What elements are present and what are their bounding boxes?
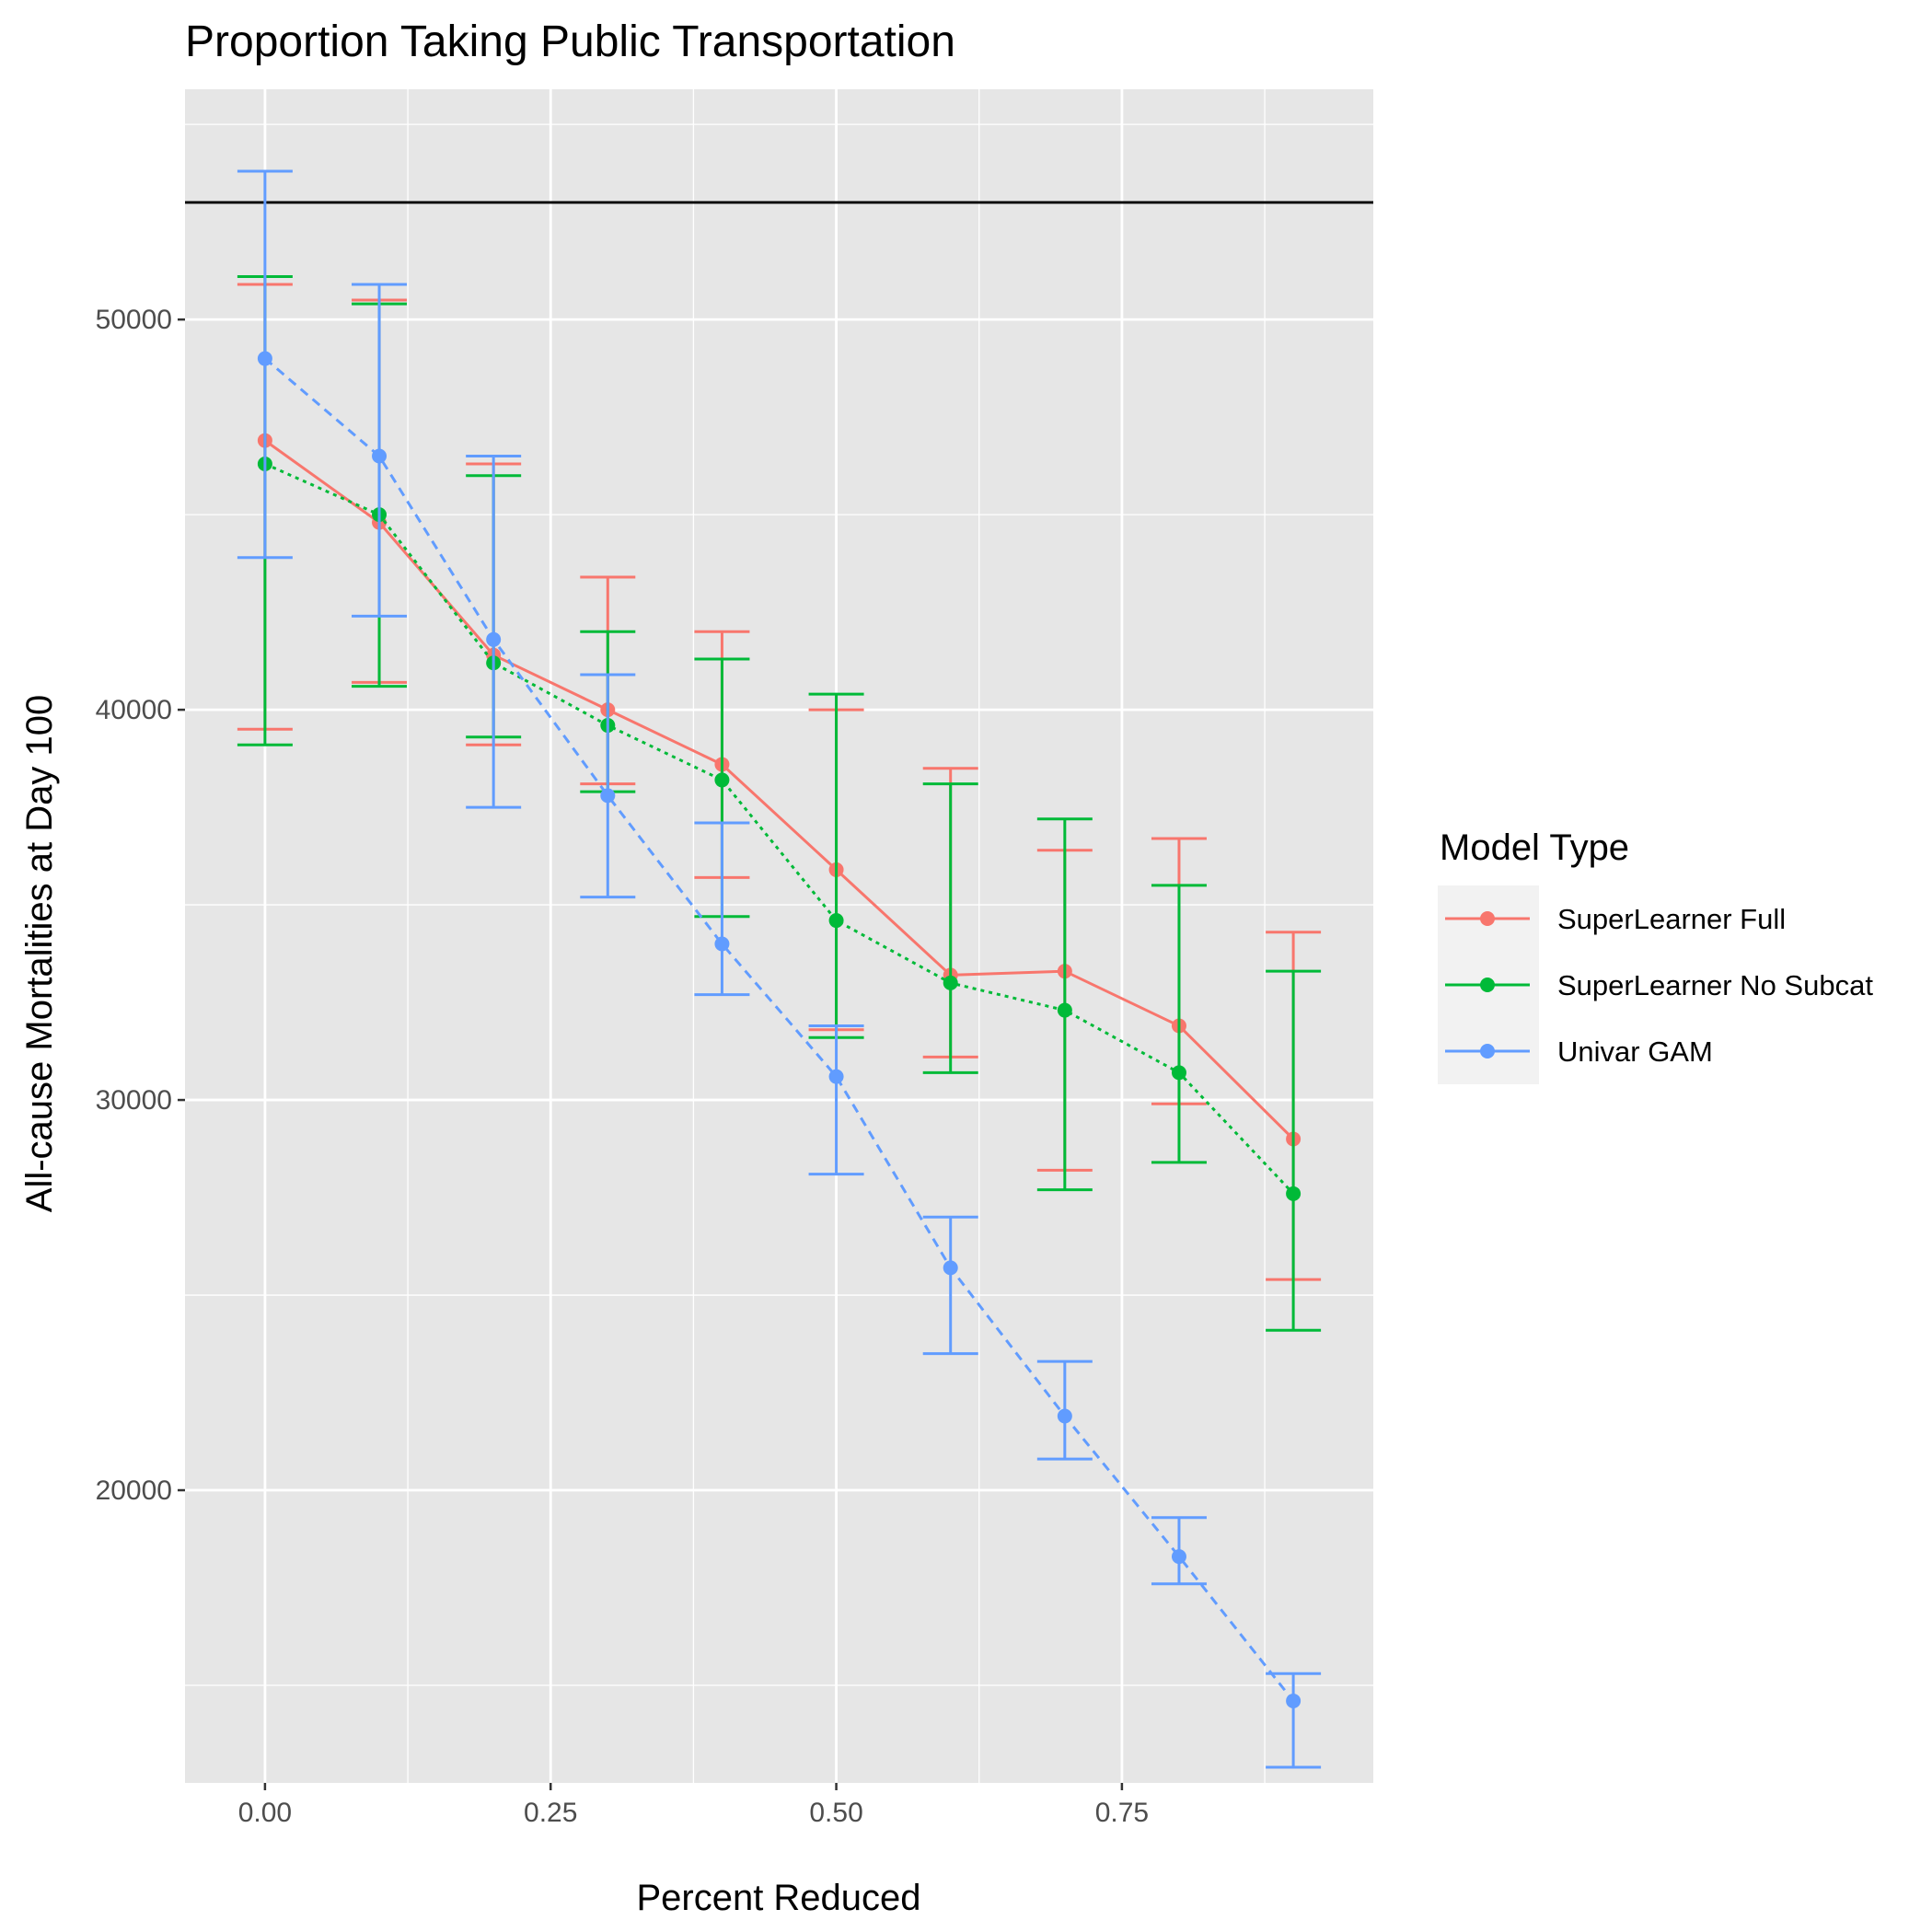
legend-item: Univar GAM (1445, 1035, 1713, 1068)
y-tick-label: 20000 (96, 1475, 172, 1506)
data-point (372, 448, 388, 464)
data-point (486, 631, 502, 647)
tick-layer: 0.00 0.25 0.50 0.75 20000 30000 40000 50000 (96, 305, 1150, 1828)
data-point (1171, 1065, 1186, 1081)
data-point (943, 975, 958, 990)
data-point (600, 788, 616, 804)
legend-title: Model Type (1440, 827, 1629, 868)
series-superlearner-no-subcat (237, 275, 1322, 1332)
legend-label: SuperLearner Full (1557, 903, 1786, 935)
legend-key-point (1480, 911, 1495, 926)
data-point (1286, 1693, 1301, 1708)
legend-item: SuperLearner Full (1445, 903, 1786, 935)
y-tick-label: 50000 (96, 305, 172, 335)
x-axis-title: Percent Reduced (636, 1878, 920, 1918)
x-tick-label: 0.50 (809, 1798, 862, 1828)
x-tick-label: 0.25 (524, 1798, 577, 1828)
y-tick-label: 40000 (96, 695, 172, 725)
x-tick-label: 0.00 (238, 1798, 292, 1828)
series-layer (237, 169, 1322, 1769)
legend: Model Type SuperLearner FullSuperLearner… (1438, 827, 1873, 1084)
series-line (263, 357, 1295, 1702)
legend-key-point (1480, 978, 1495, 992)
x-tick-label: 0.75 (1095, 1798, 1149, 1828)
data-point (257, 351, 272, 366)
plot-panel (185, 89, 1373, 1783)
data-point (943, 1260, 958, 1276)
y-tick-label: 30000 (96, 1085, 172, 1116)
data-point (714, 936, 730, 952)
data-point (714, 772, 730, 788)
data-point (1057, 1002, 1072, 1018)
legend-key-point (1480, 1044, 1495, 1059)
data-point (1057, 1408, 1072, 1424)
data-point (1171, 1549, 1186, 1565)
series-line (264, 462, 1295, 1195)
series-univar-gam (237, 169, 1322, 1769)
grid-layer (185, 89, 1373, 1783)
legend-item: SuperLearner No Subcat (1445, 969, 1873, 1001)
data-point (1286, 1186, 1301, 1201)
data-point (828, 1069, 844, 1084)
y-axis-title: All-cause Mortalities at Day 100 (19, 695, 60, 1212)
legend-label: Univar GAM (1557, 1035, 1713, 1068)
legend-items: SuperLearner Full SuperLearner No Subcat U… (1445, 903, 1873, 1068)
data-point (828, 913, 844, 929)
legend-label: SuperLearner No Subcat (1557, 969, 1873, 1001)
chart-title: Proportion Taking Public Transportation (185, 17, 955, 66)
